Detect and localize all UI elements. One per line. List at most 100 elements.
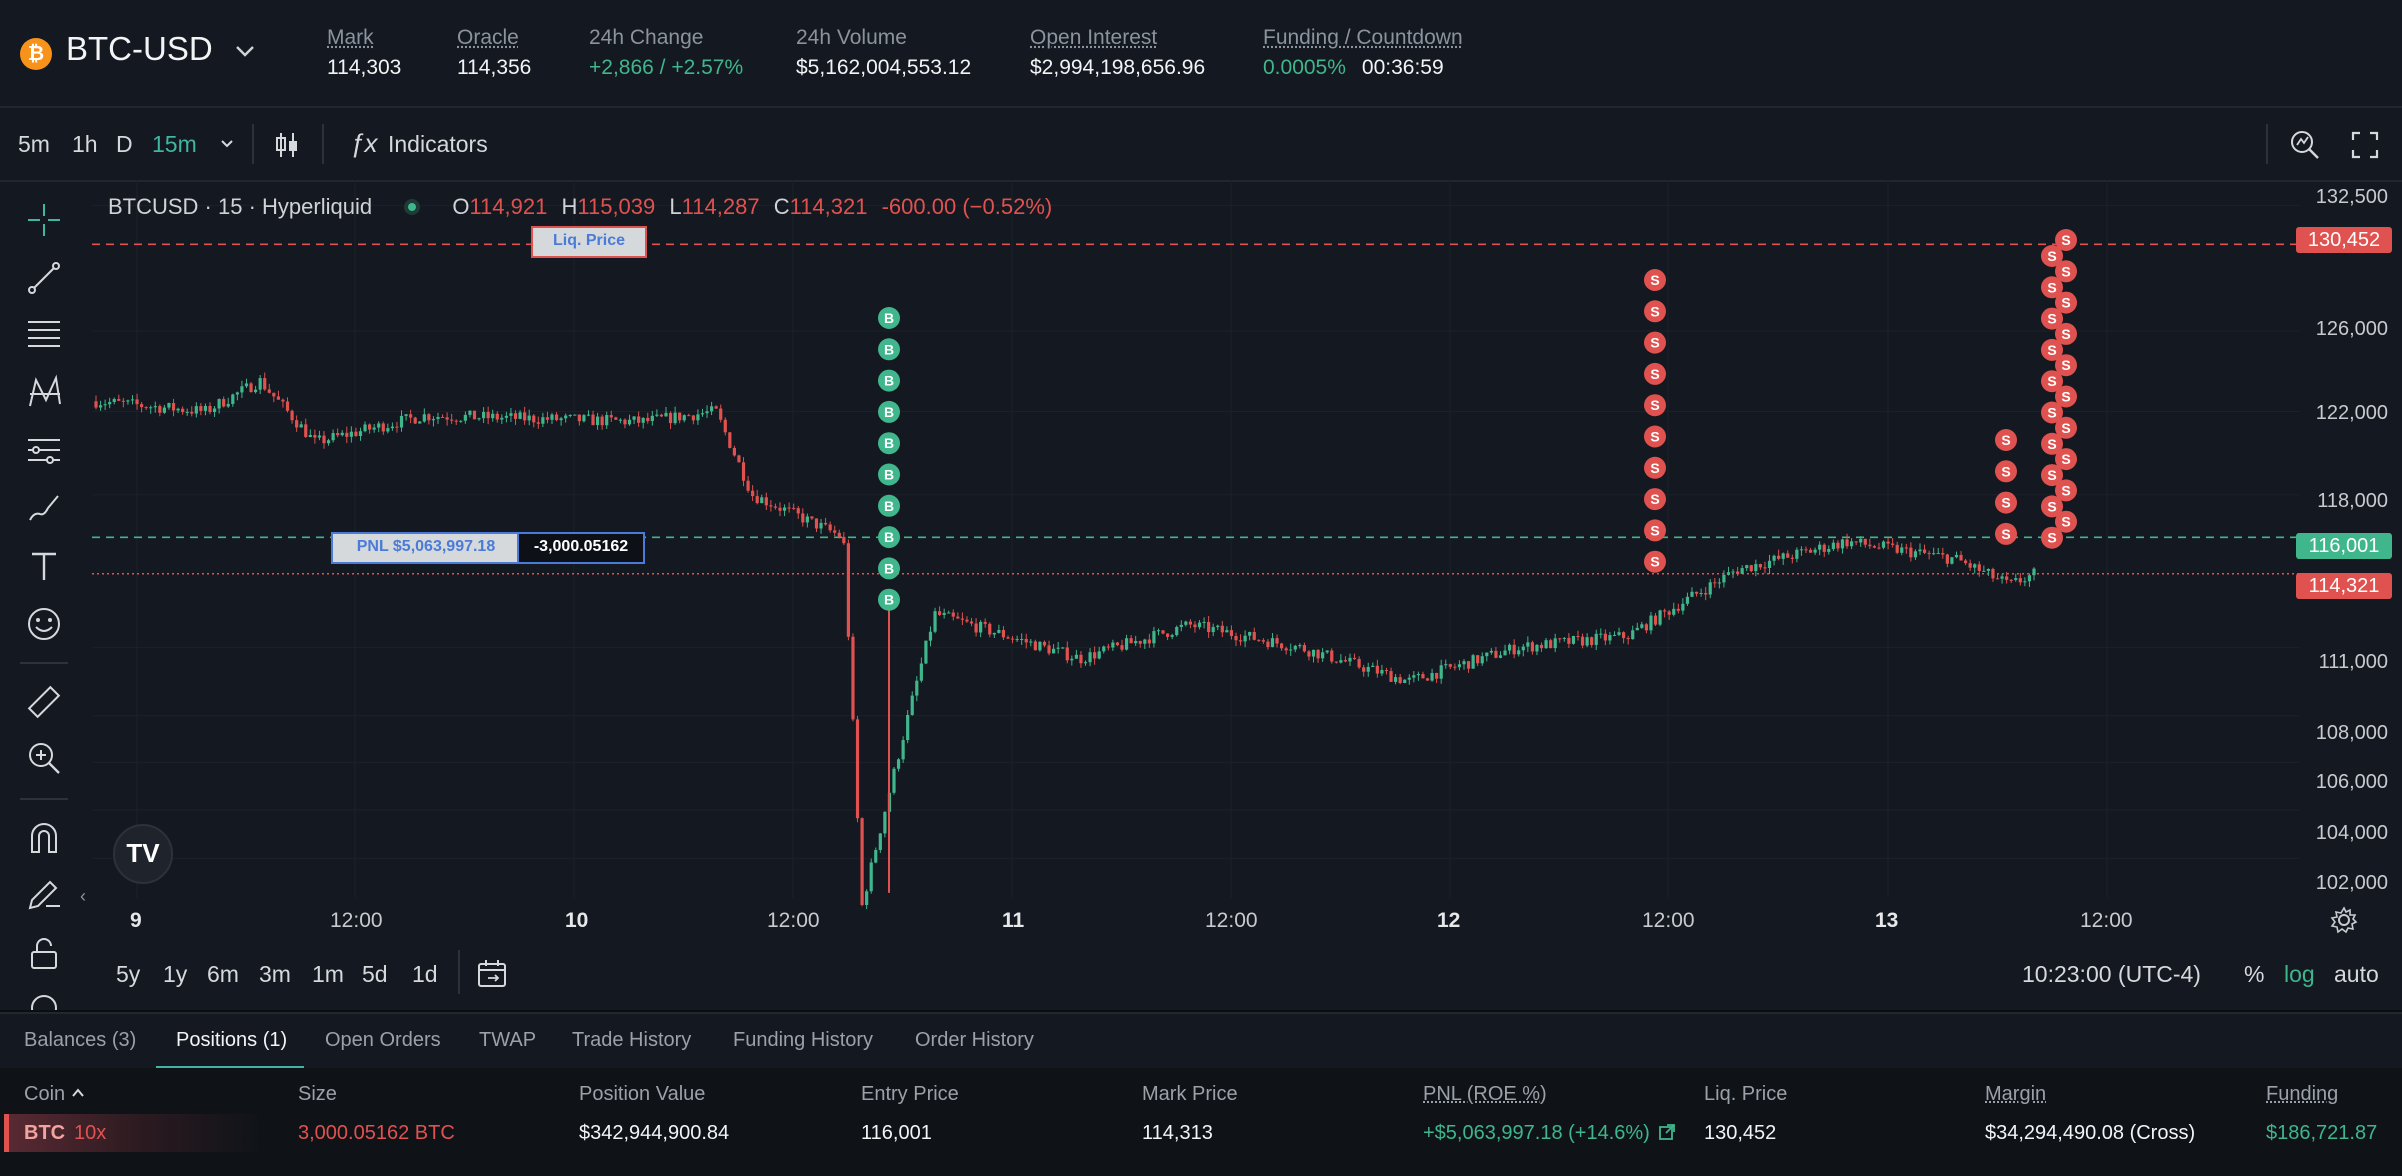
lock-icon[interactable] [26, 936, 62, 972]
chevron-down-icon[interactable] [218, 134, 236, 157]
range-1m[interactable]: 1m [312, 961, 344, 987]
column-header-mark-price[interactable]: Mark Price [1142, 1083, 1238, 1105]
column-header-entry-price[interactable]: Entry Price [861, 1083, 959, 1105]
y-tick: 122,000 [2315, 402, 2388, 424]
stat-mark: Mark 114,303 [327, 26, 401, 80]
tab-funding-history[interactable]: Funding History [733, 1029, 874, 1051]
emoji-icon[interactable] [26, 606, 62, 642]
range-divider [458, 950, 460, 994]
toolbar-divider [322, 124, 324, 164]
tab-trade-history[interactable]: Trade History [572, 1029, 692, 1051]
x-tick: 9 [130, 909, 142, 932]
chart-toolbar [0, 110, 2402, 182]
tradingview-logo[interactable]: TV [113, 824, 173, 884]
y-tick: 106,000 [2315, 771, 2388, 793]
stat-label: 24h Change [589, 26, 704, 49]
ruler-icon[interactable] [26, 684, 62, 720]
y-tick: 102,000 [2315, 872, 2388, 894]
timeframe-15m[interactable]: 15m [152, 131, 197, 157]
pair-selector[interactable]: BTC-USD [66, 30, 213, 67]
market-status-dot [404, 199, 421, 215]
stat-value: 0.0005% 00:36:59 [1263, 56, 1463, 80]
position-mark-price: 114,313 [1142, 1122, 1213, 1144]
candle-type-icon[interactable] [272, 130, 302, 165]
column-header-size[interactable]: Size [298, 1083, 337, 1105]
range-6m[interactable]: 6m [207, 961, 239, 987]
position-size-tag[interactable]: -3,000.05162 [517, 532, 645, 564]
tab-order-history[interactable]: Order History [915, 1029, 1034, 1051]
x-tick: 11 [1002, 909, 1025, 932]
short-indicator [4, 1114, 9, 1152]
column-header-position-value[interactable]: Position Value [579, 1083, 706, 1105]
timeframe-d[interactable]: D [116, 131, 133, 157]
sort-asc-icon [72, 1088, 84, 1097]
collapse-toolbar-icon[interactable]: ‹ [80, 886, 86, 906]
liq-price-tag[interactable]: Liq. Price [531, 226, 647, 258]
x-tick: 12:00 [1642, 909, 1695, 932]
stat-label: Oracle [457, 26, 519, 49]
tab-twap[interactable]: TWAP [479, 1029, 537, 1051]
zoom-in-icon[interactable] [26, 740, 62, 776]
indicators-button[interactable]: Indicators [388, 131, 488, 157]
column-header-margin[interactable]: Margin [1985, 1083, 2047, 1105]
chevron-down-icon[interactable] [232, 38, 258, 71]
fx-icon[interactable]: ƒx [350, 128, 378, 158]
range-5y[interactable]: 5y [116, 961, 141, 987]
crosshair-icon[interactable] [26, 202, 62, 238]
tab-balances[interactable]: Balances (3) [24, 1029, 137, 1051]
tab-open-orders[interactable]: Open Orders [325, 1029, 441, 1051]
position-size: 3,000.05162 BTC [298, 1122, 455, 1144]
x-tick: 12 [1437, 909, 1461, 932]
column-header-liq-price[interactable]: Liq. Price [1704, 1083, 1788, 1105]
fullscreen-icon[interactable] [2350, 130, 2380, 165]
funding-rate: 0.0005% [1263, 56, 1346, 79]
account-tabs [0, 1012, 2402, 1071]
calendar-icon[interactable] [476, 958, 508, 995]
column-header-pnl[interactable]: PNL (ROE %) [1423, 1083, 1547, 1105]
chart-legend: BTCUSD · 15 · Hyperliquid O114,921 H115,… [108, 194, 1052, 220]
horizontal-lines-icon[interactable] [26, 316, 62, 352]
x-tick: 13 [1875, 909, 1899, 932]
auto-toggle[interactable]: auto [2334, 961, 2379, 987]
percent-toggle[interactable]: % [2244, 961, 2265, 987]
text-icon[interactable] [26, 548, 62, 584]
market-header [0, 0, 2402, 108]
column-header-coin[interactable]: Coin [24, 1083, 85, 1106]
legend-ohlc: O114,921 H115,039 L114,287 C114,321 -600… [452, 194, 1053, 219]
brush-icon[interactable] [26, 490, 62, 526]
pnl-tag[interactable]: PNL $5,063,997.18 [331, 532, 521, 564]
stat-24h-volume: 24h Volume $5,162,004,553.12 [796, 26, 971, 80]
pattern-icon[interactable] [26, 374, 62, 410]
timeframe-5m[interactable]: 5m [18, 131, 50, 157]
tool-divider [20, 662, 68, 664]
y-tick: 132,500 [2315, 186, 2388, 208]
range-1y[interactable]: 1y [163, 961, 188, 987]
y-tick: 118,000 [2317, 490, 2388, 512]
x-tick: 12:00 [1205, 909, 1258, 932]
positions-table [0, 1068, 2402, 1176]
draw-lock-icon[interactable] [26, 876, 62, 912]
stat-value: 114,356 [457, 56, 532, 79]
range-3m[interactable]: 3m [259, 961, 291, 987]
tab-positions[interactable]: Positions (1) [176, 1029, 288, 1051]
column-header-funding[interactable]: Funding [2266, 1083, 2339, 1105]
stat-24h-change: 24h Change +2,866 / +2.57% [589, 26, 743, 80]
timeframe-1h[interactable]: 1h [72, 131, 98, 157]
magnet-icon[interactable] [26, 820, 62, 856]
range-5d[interactable]: 5d [362, 961, 388, 987]
tool-divider [20, 798, 68, 800]
y-tick: 126,000 [2315, 318, 2388, 340]
log-toggle[interactable]: log [2284, 961, 2315, 987]
position-coin[interactable]: BTC [24, 1122, 66, 1144]
stat-value: $5,162,004,553.12 [796, 56, 972, 79]
eye-icon[interactable] [26, 990, 62, 1010]
position-value: $342,944,900.84 [579, 1122, 730, 1144]
settings-gear-icon[interactable] [2330, 906, 2358, 939]
quick-search-icon[interactable] [2288, 128, 2322, 167]
trend-line-icon[interactable] [26, 260, 62, 296]
measure-lines-icon[interactable] [26, 432, 62, 468]
bitcoin-icon: ₿ [20, 38, 52, 70]
stat-label: Mark [327, 26, 374, 49]
chart-clock[interactable]: 10:23:00 (UTC-4) [2022, 961, 2201, 987]
range-1d[interactable]: 1d [412, 961, 438, 987]
